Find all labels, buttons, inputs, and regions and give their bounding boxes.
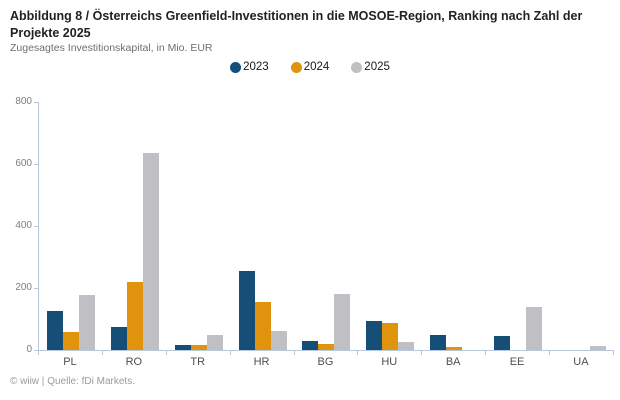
bar-2025-RO bbox=[142, 152, 159, 350]
legend-label: 2024 bbox=[303, 61, 330, 73]
bar-2024-RO bbox=[126, 281, 143, 350]
legend-item-2024: 2024 bbox=[290, 61, 330, 73]
x-axis-label-BA: BA bbox=[445, 356, 461, 368]
bar-2023-BG bbox=[302, 340, 319, 350]
bar-2024-TR bbox=[190, 345, 207, 350]
bar-group-RO bbox=[103, 102, 167, 350]
chart-legend: 2023 2024 2025 bbox=[0, 61, 620, 73]
bar-2024-BG bbox=[318, 344, 335, 350]
bar-2025-HU bbox=[398, 341, 415, 350]
y-axis-label: 800 bbox=[15, 96, 32, 107]
y-axis-tick bbox=[34, 101, 38, 103]
bar-group-HR bbox=[231, 102, 295, 350]
x-axis-tick bbox=[421, 351, 423, 355]
y-axis-tick bbox=[34, 287, 38, 289]
bar-2025-BG bbox=[334, 293, 351, 350]
bar-group-TR bbox=[167, 102, 231, 350]
y-axis-label: 200 bbox=[15, 282, 32, 293]
y-axis-tick bbox=[34, 225, 38, 227]
bar-group-PL bbox=[39, 102, 103, 350]
bar-2023-EE bbox=[494, 335, 511, 350]
source-note: © wiiw | Quelle: fDi Markets. bbox=[10, 376, 135, 387]
bar-2023-HU bbox=[366, 320, 383, 350]
x-axis-tick bbox=[549, 351, 551, 355]
y-axis-tick bbox=[34, 349, 38, 351]
bar-group-UA bbox=[550, 102, 614, 350]
x-axis-tick bbox=[293, 351, 295, 355]
bar-group-BA bbox=[422, 102, 486, 350]
x-axis-label-EE: EE bbox=[509, 356, 525, 368]
x-axis-tick bbox=[101, 351, 103, 355]
x-axis-tick bbox=[357, 351, 359, 355]
bar-2024-HR bbox=[254, 301, 271, 350]
legend-dot-2023 bbox=[230, 61, 242, 73]
x-axis-label-PL: PL bbox=[63, 356, 77, 368]
chart-subtitle: Zugesagtes Investitionskapital, in Mio. … bbox=[10, 42, 213, 54]
legend-item-2025: 2025 bbox=[351, 61, 390, 73]
legend-dot-2025 bbox=[351, 61, 363, 73]
y-axis-label: 0 bbox=[26, 344, 32, 355]
bar-2024-PL bbox=[62, 332, 79, 350]
chart-title: Abbildung 8 / Österreichs Greenfield-Inv… bbox=[10, 9, 583, 40]
x-axis-tick bbox=[613, 351, 614, 355]
x-axis-tick bbox=[165, 351, 167, 355]
bar-2023-TR bbox=[174, 344, 191, 350]
x-axis-label-HU: HU bbox=[381, 356, 398, 368]
x-axis-label-TR: TR bbox=[190, 356, 206, 368]
bar-2024-BA bbox=[446, 346, 463, 350]
bar-2023-RO bbox=[110, 326, 127, 350]
x-axis-label-RO: RO bbox=[125, 356, 143, 368]
y-axis-label: 400 bbox=[15, 220, 32, 231]
bar-2025-EE bbox=[526, 306, 543, 350]
x-axis-label-HR: HR bbox=[253, 356, 270, 368]
x-axis-tick bbox=[485, 351, 487, 355]
bar-2025-UA bbox=[589, 345, 606, 350]
legend-label: 2023 bbox=[243, 61, 269, 73]
legend-dot-2024 bbox=[290, 61, 302, 73]
bar-2025-PL bbox=[78, 295, 95, 350]
bar-2023-HR bbox=[238, 270, 255, 350]
x-axis-labels: PL RO TR HR BG HU BA EE UA bbox=[38, 356, 613, 368]
x-axis-tick bbox=[229, 351, 231, 355]
bar-2023-PL bbox=[46, 311, 63, 350]
legend-label: 2025 bbox=[364, 61, 390, 73]
x-axis-label-BG: BG bbox=[317, 356, 334, 368]
bar-2025-TR bbox=[206, 334, 223, 350]
bar-2025-HR bbox=[270, 330, 287, 350]
bar-group-HU bbox=[358, 102, 422, 350]
bar-group-BG bbox=[295, 102, 359, 350]
y-axis-label: 600 bbox=[15, 158, 32, 169]
plot-area bbox=[38, 102, 614, 351]
bar-2023-BA bbox=[430, 334, 447, 350]
x-axis-tick bbox=[38, 351, 39, 355]
bar-group-EE bbox=[486, 102, 550, 350]
legend-item-2023: 2023 bbox=[230, 61, 269, 73]
bar-2024-HU bbox=[382, 323, 399, 350]
y-axis-tick bbox=[34, 163, 38, 165]
x-axis-label-UA: UA bbox=[573, 356, 589, 368]
